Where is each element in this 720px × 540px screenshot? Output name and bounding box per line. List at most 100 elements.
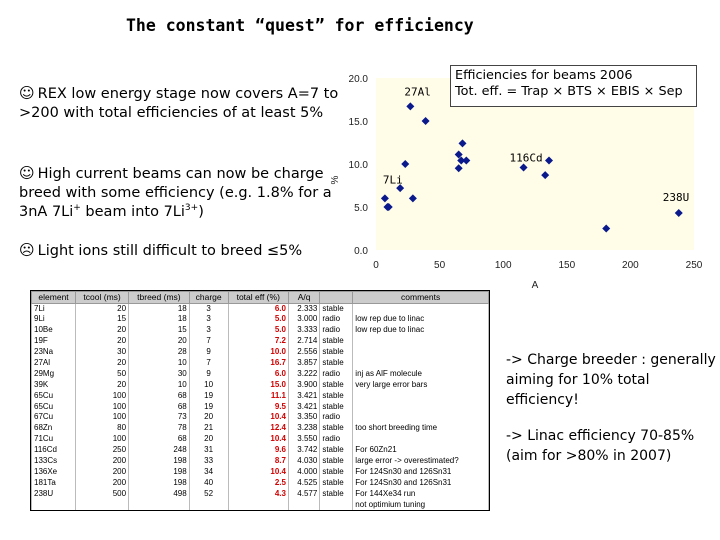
- table-cell: 2.556: [287, 347, 321, 358]
- table-cell: stable: [319, 455, 354, 467]
- table-cell: 19: [188, 401, 229, 413]
- superscript: 3+: [184, 203, 199, 214]
- table-cell: 9: [188, 347, 229, 358]
- table-cell: 11.1: [227, 390, 289, 402]
- table-cell: 4.030: [287, 455, 321, 467]
- table-cell: 3.333: [287, 325, 321, 337]
- table-row: 116Cd 250 248 31 9.6 3.742 stable For 60Zn21: [31, 445, 489, 456]
- bullet-text: ): [198, 204, 204, 220]
- table-cell: stable: [319, 357, 354, 369]
- table-cell: 68: [128, 434, 190, 446]
- table-cell: [128, 499, 190, 510]
- table-cell: 27Al: [31, 357, 77, 369]
- data-point: [674, 209, 683, 218]
- x-tick-label: 200: [622, 260, 639, 271]
- x-axis-label: A: [532, 280, 539, 291]
- table-cell: 23Na: [31, 347, 77, 358]
- table-cell: 3.350: [287, 412, 321, 424]
- table-cell: 29Mg: [31, 368, 77, 380]
- table-cell: 4.577: [287, 488, 321, 500]
- data-point: [384, 203, 393, 211]
- table-cell: 3.900: [287, 379, 321, 391]
- chart-subtitle: Tot. eff. = Trap × BTS × EBIS × Sep: [455, 84, 683, 99]
- table-cell: 5.0: [227, 325, 289, 337]
- table-cell: 65Cu: [31, 390, 77, 402]
- table-cell: 133Cs: [31, 455, 77, 467]
- table-cell: 68Zn: [31, 423, 77, 435]
- bullet-light-ions: ☹ Light ions still difficult to breed ≤5%: [19, 241, 344, 261]
- table-row: 68Zn 80 78 21 12.4 3.238 stable too short breed…: [31, 423, 489, 435]
- superscript: +: [73, 203, 81, 214]
- table-cell: 3.550: [287, 434, 321, 446]
- table-cell: [188, 499, 229, 510]
- table-cell: For 144Xe34 run: [352, 488, 489, 500]
- x-tick-label: 0: [373, 260, 379, 271]
- data-point: [519, 163, 528, 172]
- table-cell: stable: [319, 488, 354, 500]
- table-cell: 9: [188, 368, 229, 380]
- table-cell: 15: [128, 325, 190, 337]
- table-cell: 6.0: [227, 368, 289, 380]
- data-point: [541, 171, 550, 180]
- data-point: [454, 164, 463, 173]
- table-cell: 100: [75, 434, 130, 446]
- data-point: [396, 184, 405, 193]
- table-cell: 20: [75, 336, 130, 348]
- y-tick-label: 5.0: [354, 203, 368, 214]
- table-cell: 100: [75, 390, 130, 402]
- table-cell: 16.7: [227, 357, 289, 369]
- chart-title: Efficiencies for beams 2006: [455, 68, 633, 83]
- table-cell: 6.0: [227, 303, 289, 315]
- x-tick-label: 50: [434, 260, 446, 271]
- table-cell: 65Cu: [31, 401, 77, 413]
- table-cell: [352, 401, 489, 413]
- table-cell: 18: [128, 303, 190, 315]
- y-axis-label: %: [330, 175, 341, 184]
- table-cell: 10: [128, 357, 190, 369]
- table-row: 19F 20 20 7 7.2 2.714 stable: [31, 336, 489, 348]
- table-cell: 73: [128, 412, 190, 424]
- table-cell: 9.5: [227, 401, 289, 413]
- column-header: charge: [188, 291, 229, 304]
- table-cell: 2.5: [227, 477, 289, 489]
- table-cell: radio: [319, 434, 354, 446]
- table-cell: For 60Zn21: [352, 445, 489, 456]
- table-cell: 50: [75, 368, 130, 380]
- table-cell: 4.3: [227, 488, 289, 500]
- table-cell: 498: [128, 488, 190, 500]
- table-cell: 20: [128, 336, 190, 348]
- table-cell: For 124Sn30 and 126Sn31: [352, 477, 489, 489]
- table-cell: 7Li: [31, 303, 77, 315]
- column-header: element: [31, 291, 77, 304]
- table-cell: 10: [188, 379, 229, 391]
- table-cell: 200: [75, 466, 130, 478]
- table-cell: 68: [128, 390, 190, 402]
- table-row: 65Cu 100 68 19 9.5 3.421 stable: [31, 401, 489, 413]
- table-cell: [319, 499, 354, 510]
- table-cell: 136Xe: [31, 466, 77, 478]
- table-row: 133Cs 200 198 33 8.7 4.030 stable large error -…: [31, 455, 489, 467]
- table-cell: 3.222: [287, 368, 321, 380]
- table-cell: 19: [188, 390, 229, 402]
- table-cell: 20: [75, 379, 130, 391]
- table-cell: radio: [319, 368, 354, 380]
- table-cell: stable: [319, 466, 354, 478]
- table-cell: [287, 499, 321, 510]
- table-cell: stable: [319, 401, 354, 413]
- table-cell: 10.4: [227, 434, 289, 446]
- y-tick-label: 0.0: [354, 246, 368, 257]
- point-label: 238U: [663, 191, 690, 204]
- table-body: 7Li 20 18 3 6.0 2.333 stable 9Li 15 18 3 5.0 3.000 ra…: [31, 303, 489, 510]
- table-cell: [352, 303, 489, 315]
- note-charge-breeder: -> Charge breeder : generally aiming for…: [506, 352, 716, 408]
- table-cell: 7.2: [227, 336, 289, 348]
- table-cell: 3.421: [287, 390, 321, 402]
- table-cell: very large error bars: [352, 379, 489, 391]
- column-header: [319, 291, 354, 304]
- x-tick-label: 150: [558, 260, 575, 271]
- table-cell: 200: [75, 477, 130, 489]
- table-cell: 9Li: [31, 314, 77, 326]
- data-point: [458, 139, 467, 148]
- bullet-text: beam into 7Li: [80, 204, 185, 220]
- point-label: 116Cd: [510, 151, 543, 164]
